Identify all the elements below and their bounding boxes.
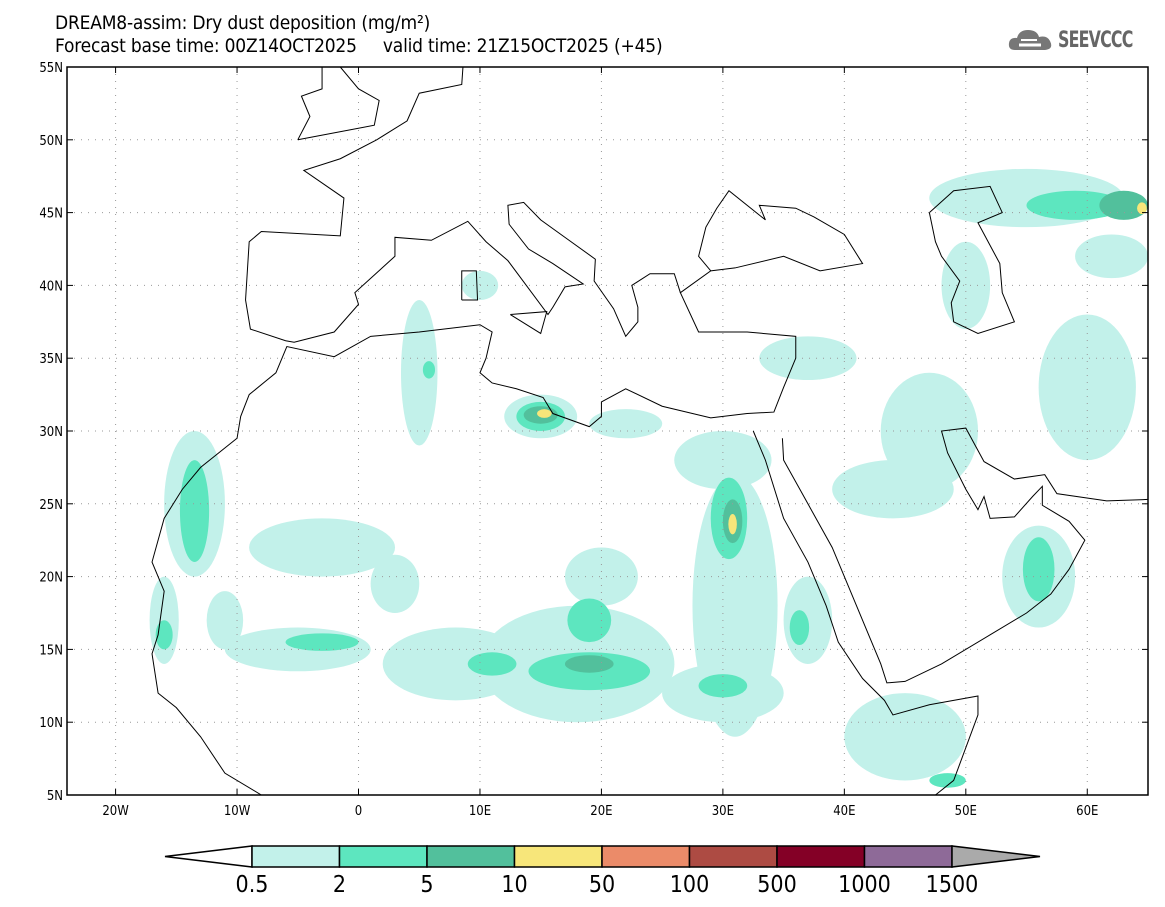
lon-tick-label: 30E xyxy=(712,804,734,819)
dust-region xyxy=(832,460,954,519)
dust-region xyxy=(844,693,966,781)
lat-tick-label: 20N xyxy=(39,571,63,586)
lat-tick-label: 40N xyxy=(39,279,63,294)
coastline xyxy=(245,67,681,343)
lon-tick-label: 50E xyxy=(955,804,977,819)
dust-region xyxy=(1022,537,1055,602)
lon-tick-label: 10E xyxy=(469,804,491,819)
dust-region xyxy=(1099,190,1148,220)
colorbar-label: 2 xyxy=(333,872,346,898)
dust-region xyxy=(789,610,810,646)
dust-region xyxy=(564,547,638,606)
colorbar: 0.5 2 5 10 50 100 500 1000 1500 xyxy=(164,845,1041,898)
cloud-icon xyxy=(1008,30,1052,50)
lon-tick-label: 10W xyxy=(224,804,251,819)
dust-region xyxy=(880,372,979,490)
colorbar-label: 1000 xyxy=(838,872,891,898)
dust-field xyxy=(149,168,1148,788)
dust-region xyxy=(537,409,552,418)
dust-region xyxy=(224,627,371,672)
dust-region xyxy=(285,633,359,651)
coastline xyxy=(297,67,380,141)
colorbar-bin xyxy=(688,845,778,868)
gridlines xyxy=(67,67,1148,795)
colorbar-label: 10 xyxy=(501,872,527,898)
dust-region xyxy=(564,655,614,673)
coastline xyxy=(752,430,979,795)
colorbar-label: 100 xyxy=(670,872,710,898)
forecast-times: Forecast base time: 00Z14OCT2025 valid t… xyxy=(55,35,663,57)
dust-region xyxy=(422,361,436,379)
dust-region xyxy=(674,431,772,490)
lat-tick-label: 35N xyxy=(39,352,63,367)
lat-tick-label: 10N xyxy=(39,716,63,731)
colorbar-label: 1500 xyxy=(926,872,979,898)
dust-region xyxy=(461,270,499,300)
dust-region xyxy=(589,409,663,439)
dust-region xyxy=(206,591,244,650)
colorbar-label: 500 xyxy=(757,872,797,898)
lat-tick-label: 5N xyxy=(47,789,63,804)
dust-region xyxy=(567,598,612,643)
colorbar-label: 5 xyxy=(420,872,433,898)
coastline xyxy=(928,185,1016,334)
dust-region xyxy=(370,554,420,613)
colorbar-bin xyxy=(601,845,691,868)
dust-region xyxy=(1038,314,1136,461)
lat-tick-label: 25N xyxy=(39,498,63,513)
dust-region xyxy=(155,620,173,650)
lat-tick-label: 50N xyxy=(39,134,63,149)
coastline xyxy=(151,190,864,795)
coastline xyxy=(510,311,548,335)
dust-region xyxy=(400,299,438,446)
logo-text: SEEVCCC xyxy=(1057,27,1133,53)
dust-region xyxy=(759,336,857,381)
map-title: DREAM8-assim: Dry dust deposition (mg/m²… xyxy=(55,12,431,34)
lon-tick-label: 0 xyxy=(355,804,362,819)
coastline xyxy=(461,270,479,301)
colorbar-bin xyxy=(776,845,866,868)
lon-tick-label: 40E xyxy=(833,804,855,819)
dust-region xyxy=(941,241,991,330)
seevccc-logo: SEEVCCC xyxy=(1007,26,1151,54)
colorbar-bin xyxy=(426,845,516,868)
colorbar-bin xyxy=(513,845,603,868)
lat-tick-label: 30N xyxy=(39,425,63,440)
dust-region xyxy=(249,518,396,577)
dust-region xyxy=(179,460,210,563)
lon-tick-label: 20W xyxy=(102,804,129,819)
coastlines xyxy=(151,67,1148,795)
lat-tick-label: 55N xyxy=(39,61,63,76)
lat-tick-label: 45N xyxy=(39,207,63,222)
axis-ticks: 5N 10N 15N 20N 25N 30N 35N 40N 45N 50N 55N 20W 10W 0 1… xyxy=(39,61,1148,819)
coastline xyxy=(781,427,1148,684)
dust-region xyxy=(1137,202,1147,215)
colorbar-bin xyxy=(338,845,428,868)
lon-tick-label: 60E xyxy=(1076,804,1098,819)
lon-tick-label: 20E xyxy=(590,804,612,819)
dust-region xyxy=(728,513,737,535)
dust-region xyxy=(467,652,517,676)
colorbar-label: 50 xyxy=(589,872,615,898)
colorbar-bin xyxy=(251,845,341,868)
dust-region xyxy=(698,674,748,698)
colorbar-over-arrow xyxy=(951,845,1041,868)
lat-tick-label: 15N xyxy=(39,643,63,658)
colorbar-label: 0.5 xyxy=(236,872,269,898)
colorbar-bin xyxy=(863,845,953,868)
dust-region xyxy=(1075,234,1148,279)
dust-region xyxy=(929,773,966,788)
dust-region xyxy=(1026,190,1124,220)
colorbar-under-arrow xyxy=(164,845,253,868)
